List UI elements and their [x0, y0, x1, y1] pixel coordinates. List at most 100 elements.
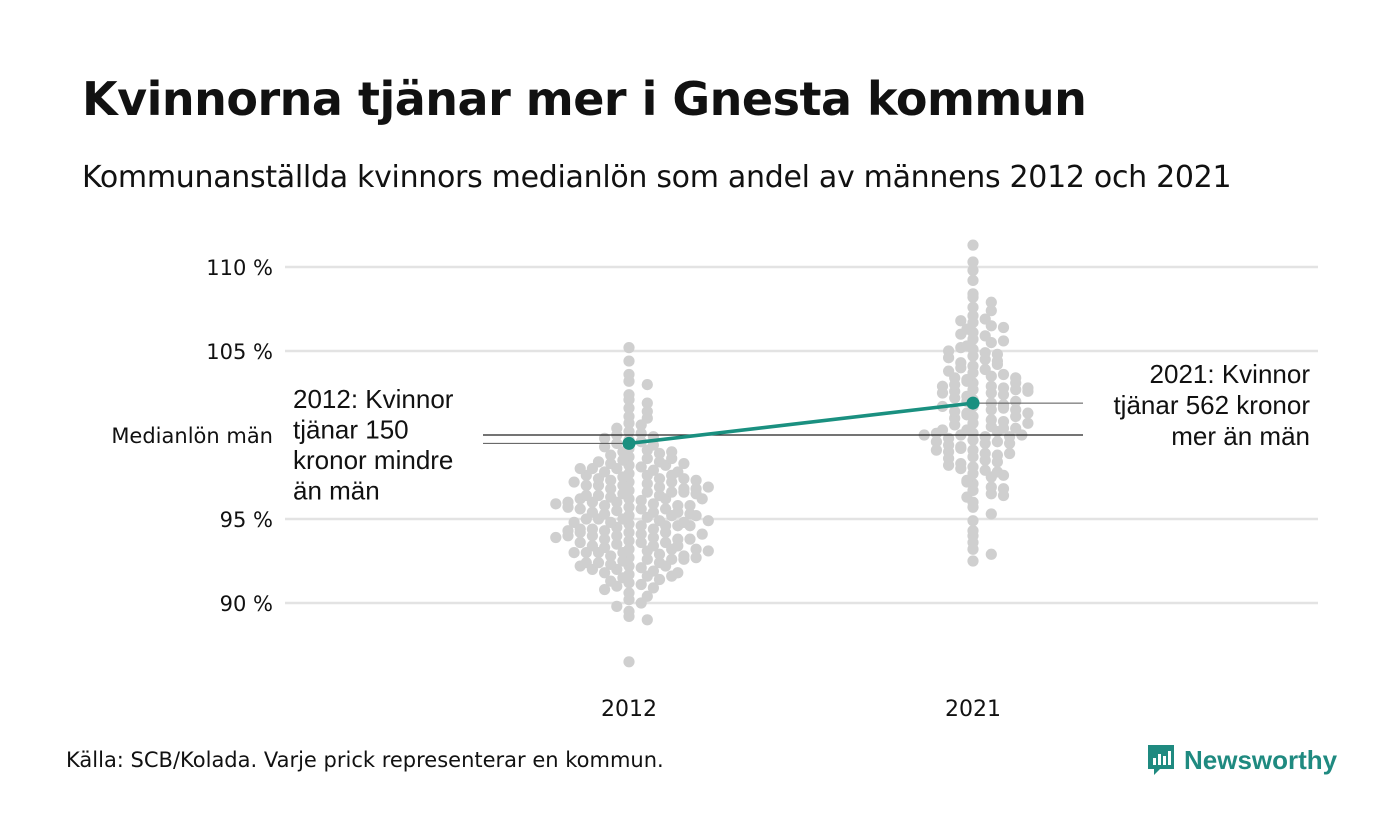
- municipality-dot: [635, 520, 647, 532]
- municipality-dot: [985, 380, 997, 392]
- municipality-dot: [623, 535, 635, 547]
- annotation-2012-line: än män: [293, 476, 380, 506]
- municipality-dot: [653, 456, 666, 468]
- annotation-2012-line: tjänar 150: [293, 415, 409, 445]
- municipality-dot: [985, 481, 997, 493]
- municipality-dot: [985, 414, 997, 426]
- municipality-dot: [690, 474, 702, 486]
- municipality-dot: [647, 582, 660, 594]
- municipality-dot: [623, 342, 635, 354]
- municipality-dot: [605, 483, 617, 495]
- municipality-dot: [979, 447, 991, 460]
- municipality-dot: [605, 575, 617, 587]
- municipality-dot: [961, 474, 973, 486]
- municipality-dot: [605, 558, 617, 570]
- municipality-dot: [574, 503, 586, 515]
- municipality-dot: [991, 449, 1004, 461]
- municipality-dot: [605, 550, 617, 562]
- municipality-dot: [936, 424, 949, 436]
- municipality-dot: [1022, 417, 1034, 429]
- municipality-dot: [979, 464, 991, 476]
- municipality-dot: [647, 540, 660, 552]
- municipality-dot: [574, 536, 586, 549]
- y-tick-label: 110 %: [206, 256, 273, 280]
- municipality-dot: [997, 321, 1010, 334]
- annotation-2021-line: 2021: Kvinnor: [1150, 359, 1311, 389]
- x-axis-ticks: 2012 2021: [601, 697, 1001, 722]
- y-axis-ticks: 90 % 95 % Medianlön män 105 % 110 %: [111, 256, 273, 616]
- municipality-dot: [967, 310, 979, 322]
- municipality-dot: [611, 600, 623, 612]
- municipality-dot: [623, 368, 635, 381]
- municipality-dot: [623, 410, 635, 423]
- municipality-dot: [1022, 382, 1034, 394]
- newsworthy-logo-icon: [1148, 745, 1174, 775]
- municipality-dot: [623, 402, 635, 414]
- grid-lines: [285, 265, 1318, 605]
- municipality-dot: [617, 555, 629, 567]
- municipality-dot: [635, 427, 647, 439]
- municipality-dot: [666, 553, 678, 565]
- municipality-dot: [967, 555, 979, 567]
- municipality-dot: [985, 296, 997, 308]
- municipality-dot: [635, 461, 647, 473]
- municipality-dot: [961, 373, 973, 386]
- municipality-dot: [967, 301, 979, 313]
- municipality-dot: [943, 365, 955, 377]
- municipality-dot: [666, 446, 678, 458]
- municipality-dot: [672, 466, 684, 478]
- municipality-dot: [641, 397, 653, 409]
- municipality-dot: [997, 335, 1010, 347]
- municipality-dot: [653, 557, 666, 569]
- municipality-dot: [967, 525, 979, 537]
- municipality-dot: [647, 523, 660, 535]
- municipality-dot: [605, 474, 617, 486]
- municipality-dot: [684, 508, 696, 520]
- municipality-dot: [997, 399, 1010, 411]
- municipality-dot: [550, 498, 562, 510]
- chart-title: Kvinnorna tjänar mer i Gnesta kommun: [82, 72, 1087, 126]
- municipality-dot: [979, 347, 991, 359]
- municipality-dot: [611, 538, 623, 550]
- municipality-dot: [641, 590, 653, 602]
- municipality-dot: [599, 583, 611, 596]
- annotation-2012-line: kronor mindre: [293, 445, 453, 475]
- municipality-dot: [684, 499, 696, 512]
- municipality-dot: [641, 405, 653, 418]
- y-tick-label: Medianlön män: [111, 424, 273, 448]
- municipality-dot: [599, 525, 611, 537]
- municipality-dot: [961, 340, 973, 352]
- municipality-dot: [599, 541, 611, 554]
- municipality-dot: [967, 360, 979, 372]
- municipality-dot: [653, 573, 666, 586]
- municipality-dot: [635, 562, 647, 574]
- municipality-dot: [702, 545, 714, 557]
- municipality-dot: [623, 656, 635, 668]
- municipality-dot: [647, 498, 660, 510]
- municipality-dot: [967, 444, 979, 456]
- municipality-dot: [635, 503, 647, 515]
- municipality-dot: [586, 540, 599, 552]
- municipality-dot: [611, 530, 623, 542]
- municipality-dot: [1010, 422, 1022, 434]
- municipality-dot: [997, 382, 1010, 394]
- y-tick-label: 90 %: [220, 592, 273, 616]
- municipality-dot: [985, 508, 997, 520]
- municipality-dot: [1004, 431, 1016, 443]
- municipality-dot: [678, 483, 690, 495]
- municipality-dot: [985, 548, 997, 560]
- chart-subtitle: Kommunanställda kvinnors medianlön som a…: [82, 160, 1232, 195]
- municipality-dot: [635, 578, 647, 591]
- municipality-dot: [623, 389, 635, 401]
- municipality-dot: [991, 436, 1004, 448]
- municipality-dot: [599, 508, 611, 520]
- brand-logo[interactable]: Newsworthy: [1146, 743, 1337, 777]
- y-tick-label: 95 %: [220, 508, 273, 532]
- municipality-dot: [1022, 407, 1034, 419]
- municipality-dot: [955, 457, 967, 470]
- municipality-dot: [979, 330, 991, 342]
- municipality-dot: [997, 415, 1010, 428]
- brand-name: Newsworthy: [1184, 744, 1338, 775]
- municipality-dot: [641, 553, 653, 565]
